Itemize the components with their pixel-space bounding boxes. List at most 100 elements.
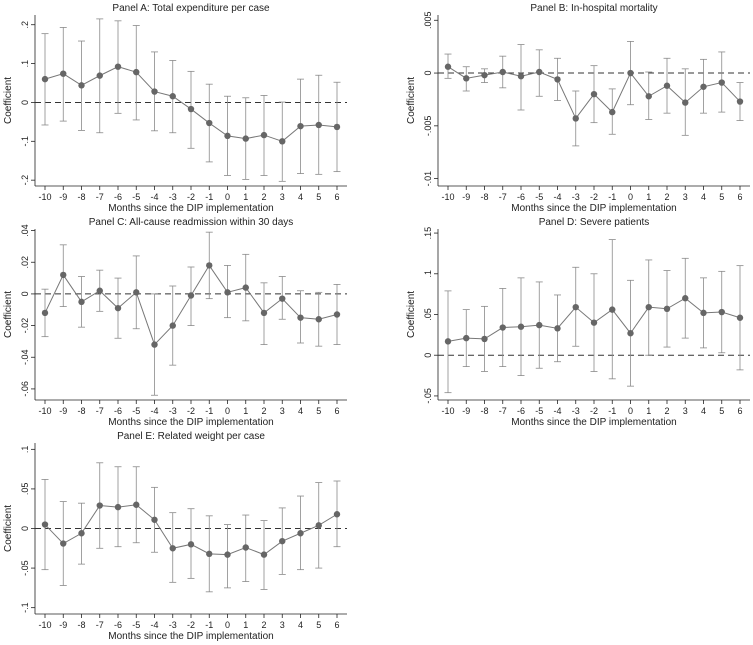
panel-b-x-tick-label: -5 (535, 192, 543, 202)
panel-a-y-tick-label: -.2 (20, 175, 30, 186)
panel-a-x-tick-label: 4 (298, 192, 303, 202)
panel-a-point (260, 131, 268, 139)
panel-b-x-tick-label: 3 (683, 192, 688, 202)
panel-e-y-tick-label: -.1 (20, 602, 30, 613)
panel-d-point (517, 323, 525, 330)
panel-e-x-tick-label: -6 (114, 620, 122, 630)
panel-d-x-tick-label: 4 (701, 406, 706, 416)
panel-d: Panel D: Severe patients -.05 0 .05 .1 .15 Coe… (406, 217, 750, 428)
panel-b-point (554, 76, 561, 83)
panel-d-point (682, 295, 689, 302)
panel-a-title: Panel A: Total expenditure per case (112, 3, 270, 14)
panel-e-x-tick-label: -1 (205, 620, 213, 630)
panel-d-y-tick-label: -.05 (423, 388, 433, 404)
panel-a-x-tick-label: -1 (205, 192, 213, 202)
panel-e-point (187, 541, 195, 548)
panel-a-x-tick-label: 3 (280, 192, 285, 202)
panel-c-point (133, 289, 140, 296)
panel-a-x-tick-label: -3 (169, 192, 177, 202)
panel-a-point (297, 122, 304, 130)
panel-e-x-tick-label: -4 (150, 620, 158, 630)
panel-b-point (481, 71, 488, 79)
panel-c-x-label: Months since the DIP implementation (108, 417, 273, 428)
panel-c-y-tick-label: .04 (20, 224, 30, 237)
panel-c-point (242, 284, 249, 291)
panel-e-x-tick-label: 6 (334, 620, 339, 630)
panel-c-x-tick-label: 3 (280, 406, 285, 416)
panel-d-y-tick-label: 0 (423, 353, 433, 358)
panel-c-point (151, 341, 158, 348)
panel-d-x-label: Months since the DIP implementation (511, 417, 676, 428)
panel-d-x-tick-label: -8 (480, 406, 488, 416)
panel-a-x-tick-label: 2 (261, 192, 266, 202)
panel-a-point (206, 119, 213, 127)
panel-c-point (224, 289, 231, 296)
panel-a-y-label: Coefficient (3, 77, 14, 124)
panel-e-point (151, 516, 158, 523)
panel-c-y-tick-label: 0 (20, 291, 30, 296)
panel-a-x-tick-label: -7 (96, 192, 104, 202)
panel-e: Panel E: Related weight per case -.1 -.05 0… (3, 431, 347, 642)
panel-b-point (736, 98, 744, 105)
panel-b-y-label: Coefficient (406, 77, 417, 124)
panel-b-y-tick-label: 0 (423, 71, 433, 76)
panel-e-x-tick-label: -7 (96, 620, 104, 630)
panel-a-x-tick-label: 6 (334, 192, 339, 202)
panel-b-point (645, 93, 652, 100)
panel-c-point (333, 311, 341, 318)
panel-e-y-tick-label: .1 (20, 446, 30, 454)
panel-e-point (242, 544, 249, 551)
panel-b-point (682, 99, 689, 106)
panel-e-point (224, 551, 231, 558)
panel-c-x-tick-label: 6 (334, 406, 339, 416)
panel-d-y-tick-label: .05 (423, 308, 433, 321)
panel-d-x-tick-label: -5 (535, 406, 543, 416)
panel-e-y-tick-label: -.05 (20, 560, 30, 576)
panel-a-x-tick-label: -6 (114, 192, 122, 202)
panel-e-x-tick-label: 0 (225, 620, 230, 630)
panel-e-x-tick-label: 4 (298, 620, 303, 630)
panel-c-point (60, 271, 67, 279)
panel-a-x-tick-label: 5 (316, 192, 321, 202)
panel-d-point (499, 324, 506, 331)
panel-b-x-tick-label: 4 (701, 192, 706, 202)
panel-a-point (242, 135, 249, 142)
panel-a-point (114, 63, 122, 70)
panel-d-x-tick-label: -3 (572, 406, 580, 416)
panel-e-x-tick-label: -9 (59, 620, 67, 630)
panel-e-x-tick-label: 3 (280, 620, 285, 630)
panel-c-x-tick-label: -10 (38, 406, 51, 416)
panel-c-y-tick-label: .02 (20, 256, 30, 269)
panel-c-title: Panel C: All-cause readmission within 30… (89, 217, 294, 228)
panel-d-point (536, 321, 543, 329)
panel-e-title: Panel E: Related weight per case (117, 431, 265, 442)
panel-a-point (224, 132, 231, 140)
panel-e-y-tick-label: .05 (20, 483, 30, 496)
panel-a-y-tick-label: .1 (20, 60, 30, 68)
panel-b-y-tick-label: .005 (423, 12, 433, 30)
panel-d-point (718, 308, 725, 316)
panel-a-x-tick-label: -5 (132, 192, 140, 202)
panel-b-x-tick-label: -6 (517, 192, 525, 202)
panel-e-point (114, 503, 122, 511)
panel-e-x-tick-label: -5 (132, 620, 140, 630)
panel-c-x-tick-label: -8 (77, 406, 85, 416)
panel-c-point (297, 314, 304, 321)
panel-c-y-tick-label: -.04 (20, 349, 30, 365)
panel-b-y-tick-label: -.01 (423, 171, 433, 187)
panel-a-point (41, 75, 49, 83)
panel-d-point (663, 305, 671, 312)
panel-d-title: Panel D: Severe patients (539, 217, 650, 228)
panel-a-x-tick-label: 1 (243, 192, 248, 202)
panel-d-point (554, 325, 561, 332)
panel-d-y-tick-label: .1 (423, 270, 433, 278)
panel-a-x-tick-label: 0 (225, 192, 230, 202)
panel-c-x-tick-label: -7 (96, 406, 104, 416)
panel-c-point (114, 304, 122, 312)
panel-c: Panel C: All-cause readmission within 30… (3, 217, 347, 428)
panel-e-point (96, 502, 103, 509)
panel-b-x-tick-label: -7 (499, 192, 507, 202)
panel-e-x-tick-label: -8 (77, 620, 85, 630)
panel-a-point (133, 68, 140, 76)
